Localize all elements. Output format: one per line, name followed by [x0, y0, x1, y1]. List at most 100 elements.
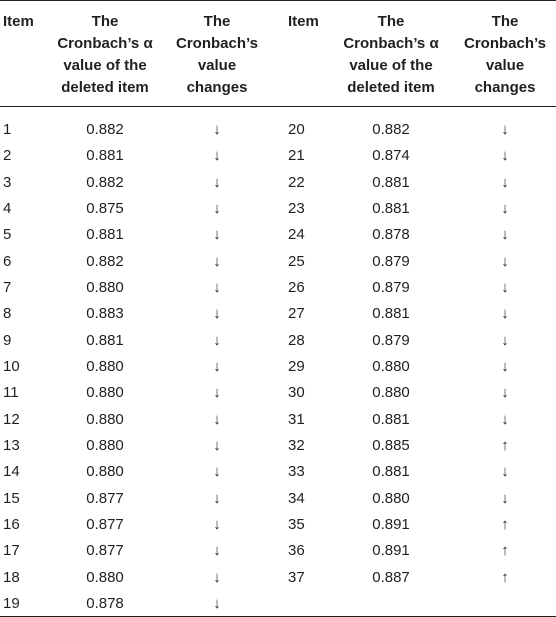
alpha-value-cell: 0.878 [86, 594, 124, 612]
item-cell: 6 [3, 252, 12, 270]
item-cell: 33 [288, 463, 305, 481]
alpha-value-cell: 0.875 [86, 199, 124, 217]
header-text: Cronbach’s α [343, 35, 439, 52]
item-cell: 20 [288, 121, 305, 138]
item-cell: 25 [288, 252, 305, 270]
value-change-cell: ↓ [213, 278, 221, 296]
item-cell: 35 [288, 515, 305, 533]
alpha-value-cell: 0.880 [86, 436, 124, 454]
header-text: value [197, 57, 237, 74]
value-change-cell: ↓ [213, 305, 221, 323]
value-change-cell: ↑ [501, 515, 509, 533]
item-cell: 19 [3, 594, 20, 612]
alpha-value-cell: 0.883 [86, 305, 124, 323]
value-change-cell: ↓ [501, 199, 509, 217]
item-cell: 22 [288, 173, 305, 191]
item-cell: 2 [3, 147, 12, 165]
alpha-value-cell: 0.881 [86, 331, 124, 349]
alpha-value-cell: 0.877 [86, 542, 124, 560]
value-change-cell: ↓ [501, 278, 509, 296]
item-cell: 18 [3, 568, 20, 586]
header-text: The [203, 13, 231, 30]
value-change-cell: ↓ [501, 384, 509, 402]
header-text: The [91, 13, 119, 30]
item-cell: 27 [288, 305, 305, 323]
value-change-cell: ↓ [213, 121, 221, 138]
value-change-cell: ↓ [213, 252, 221, 270]
item-cell: 8 [3, 305, 12, 323]
header-text: Cronbach’s [464, 35, 546, 52]
alpha-value-cell: 0.880 [86, 384, 124, 402]
alpha-value-cell: 0.881 [372, 305, 410, 323]
alpha-value-cell: 0.877 [86, 489, 124, 507]
alpha-value-cell: 0.879 [372, 252, 410, 270]
value-change-cell: ↓ [213, 226, 221, 244]
item-cell: 4 [3, 199, 12, 217]
header-text: deleted item [61, 79, 149, 96]
value-change-cell: ↓ [213, 331, 221, 349]
alpha-value-cell: 0.880 [86, 568, 124, 586]
alpha-value-cell: 0.881 [372, 173, 410, 191]
value-change-cell: ↓ [213, 436, 221, 454]
value-change-cell: ↓ [213, 384, 221, 402]
value-change-cell: ↓ [213, 199, 221, 217]
value-change-cell: ↓ [213, 147, 221, 165]
alpha-value-cell: 0.891 [372, 542, 410, 560]
header-text: value of the [63, 57, 147, 74]
alpha-value-cell: 0.882 [86, 252, 124, 270]
value-change-cell: ↓ [501, 226, 509, 244]
alpha-value-cell: 0.874 [372, 147, 410, 165]
value-change-cell: ↓ [501, 331, 509, 349]
header-text: The [491, 13, 519, 30]
item-cell: 16 [3, 515, 20, 533]
value-change-cell: ↓ [501, 463, 509, 481]
alpha-value-cell: 0.880 [372, 357, 410, 375]
item-cell: 13 [3, 436, 20, 454]
value-change-cell: ↓ [501, 147, 509, 165]
value-change-cell: ↓ [501, 252, 509, 270]
item-cell: 31 [288, 410, 305, 428]
alpha-value-cell: 0.880 [86, 278, 124, 296]
alpha-value-cell: 0.877 [86, 515, 124, 533]
value-change-cell: ↓ [501, 173, 509, 191]
value-change-cell: ↓ [213, 568, 221, 586]
header-text: Cronbach’s [176, 35, 258, 52]
item-cell: 21 [288, 147, 305, 165]
value-change-cell: ↓ [501, 410, 509, 428]
alpha-value-cell: 0.881 [86, 147, 124, 165]
item-cell: 32 [288, 436, 305, 454]
alpha-value-cell: 0.881 [372, 199, 410, 217]
value-change-cell: ↓ [213, 594, 221, 612]
item-cell: 9 [3, 331, 12, 349]
value-change-cell: ↓ [213, 489, 221, 507]
value-change-cell: ↓ [501, 357, 509, 375]
item-cell: 29 [288, 357, 305, 375]
header-text: The [377, 13, 405, 30]
item-cell: 36 [288, 542, 305, 560]
alpha-value-cell: 0.887 [372, 568, 410, 586]
item-cell: 12 [3, 410, 20, 428]
item-cell: 10 [3, 357, 20, 375]
item-cell: 28 [288, 331, 305, 349]
item-cell: 11 [3, 384, 19, 402]
alpha-value-cell: 0.879 [372, 278, 410, 296]
value-change-cell: ↓ [213, 357, 221, 375]
alpha-value-cell: 0.882 [86, 121, 124, 138]
alpha-value-cell: 0.880 [86, 410, 124, 428]
item-cell: 37 [288, 568, 305, 586]
alpha-value-cell: 0.879 [372, 331, 410, 349]
alpha-value-cell: 0.880 [86, 463, 124, 481]
item-cell: 17 [3, 542, 20, 560]
alpha-value-cell: 0.880 [372, 384, 410, 402]
header-text: value [485, 57, 525, 74]
item-cell: 5 [3, 226, 12, 244]
value-change-cell: ↑ [501, 568, 509, 586]
alpha-value-cell: 0.885 [372, 436, 410, 454]
alpha-value-cell: 0.881 [86, 226, 124, 244]
value-change-cell: ↓ [213, 542, 221, 560]
item-cell: 26 [288, 278, 305, 296]
header-text: value of the [349, 57, 433, 74]
header-text: changes [474, 79, 536, 96]
value-change-cell: ↑ [501, 542, 509, 560]
